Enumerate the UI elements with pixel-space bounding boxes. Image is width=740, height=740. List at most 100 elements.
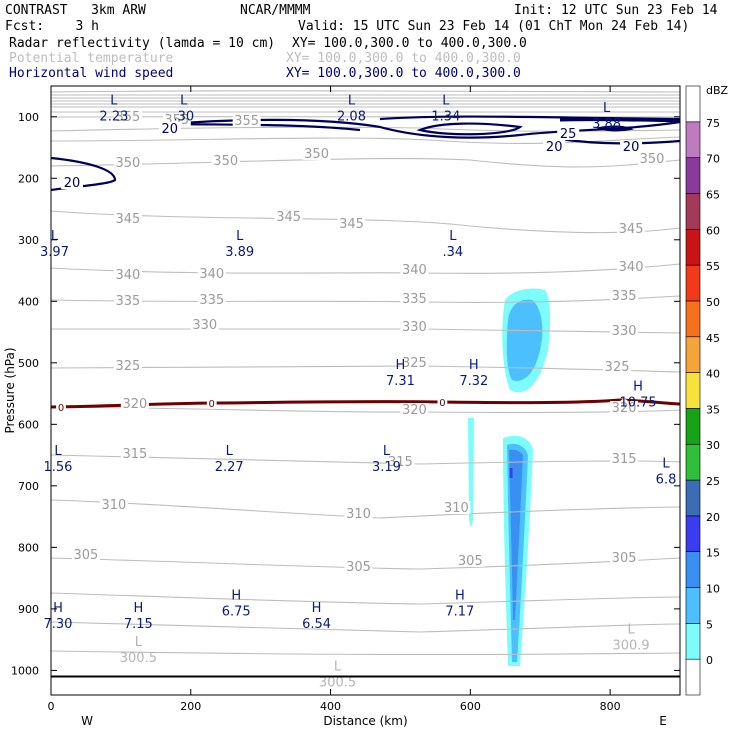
theta-label-bg (211, 154, 240, 167)
extremum-value: 3.97 (40, 245, 69, 260)
x-tick-label: 600 (460, 700, 481, 713)
theta-contour-line (50, 90, 681, 93)
west-label: W (81, 714, 93, 728)
theta-label-bg (190, 318, 219, 331)
extremum-value: 7.30 (44, 617, 73, 632)
field-theta-xy: XY= 100.0,300.0 to 400.0,300.0 (286, 51, 521, 66)
colorbar-swatch (685, 264, 701, 302)
theta-label-bg (610, 324, 639, 337)
x-tick-label: 0 (48, 700, 55, 713)
extremum-marker: L (135, 635, 143, 650)
x-tick-label: 200 (180, 700, 201, 713)
theta-contour-label: 345 (115, 212, 140, 227)
theta-contour-label: 315 (612, 452, 637, 467)
field-reflectivity: Radar reflectivity (lamda = 10 cm) (9, 36, 276, 51)
zero-isotherm-label: 0 (58, 403, 64, 414)
wind-label-bg (557, 127, 580, 140)
theta-contour-label: 340 (199, 267, 224, 282)
colorbar-swatch (685, 121, 701, 158)
theta-label-bg (344, 507, 373, 520)
header-model: CONTRAST 3km ARW (5, 3, 146, 18)
theta-contour-label: 310 (346, 507, 371, 522)
zero-label-bg (437, 396, 448, 408)
zero-isotherm-label: 0 (209, 399, 215, 410)
extremum-value: 2.08 (337, 109, 366, 124)
theta-contour-label: 350 (213, 154, 238, 169)
theta-contour-label: 305 (458, 554, 483, 569)
extremum-marker: L (54, 444, 62, 459)
colorbar-level-label: 25 (706, 475, 720, 488)
zero-label-bg (56, 401, 66, 413)
extremum-marker: H (633, 380, 643, 395)
echo-lower-20dbz (509, 468, 513, 478)
extremum-marker: H (455, 589, 465, 604)
extremum-value: 3.19 (372, 460, 401, 475)
theta-contour-label: 325 (115, 359, 140, 374)
extremum-value: 3.88 (592, 117, 621, 132)
colorbar-swatch (685, 408, 701, 445)
extremum-value: 300.5 (319, 675, 356, 690)
x-tick-label: 800 (600, 700, 621, 713)
theta-label-bg (344, 560, 373, 573)
theta-label-bg (610, 452, 639, 465)
extremum-value: 6.75 (222, 605, 251, 620)
extremum-value: 6.54 (302, 617, 331, 632)
extremum-marker: H (312, 601, 322, 616)
theta-label-bg (113, 359, 142, 372)
extremum-value: 3.89 (225, 245, 254, 260)
theta-label-bg (400, 292, 429, 305)
y-tick-label: 900 (18, 603, 39, 616)
theta-label-bg (120, 447, 149, 460)
colorbar-swatch (685, 336, 701, 373)
colorbar-swatch (685, 623, 701, 660)
theta-contour-label: 345 (339, 217, 364, 232)
theta-label-bg (400, 356, 429, 369)
header-valid: Valid: 15 UTC Sun 23 Feb 14 (01 ChT Mon … (298, 19, 690, 34)
theta-contour-label: 315 (388, 455, 413, 470)
theta-contour-line (50, 136, 681, 145)
extremum-marker: H (469, 358, 479, 373)
colorbar-level-label: 40 (706, 368, 720, 381)
extremum-value: 300.5 (120, 651, 157, 666)
theta-contour-label: 320 (122, 397, 147, 412)
wind-contour-label: 20 (546, 140, 563, 155)
colorbar-level-label: 0 (706, 654, 713, 667)
theta-contour-label: 320 (612, 401, 637, 416)
extremum-marker: L (627, 622, 635, 637)
y-tick-label: 100 (18, 111, 39, 124)
y-tick-label: 200 (18, 172, 39, 185)
wind-contour-label: 20 (623, 140, 640, 155)
theta-label-bg (610, 401, 639, 414)
wind-contour-line (169, 122, 361, 132)
plot-frame (50, 85, 681, 696)
theta-label-bg (400, 403, 429, 416)
y-tick-label: 400 (18, 295, 39, 308)
colorbar-swatch (685, 443, 701, 481)
theta-contour-label: 330 (402, 320, 427, 335)
y-tick-label: 600 (18, 418, 39, 431)
extremum-value: 6.8 (656, 472, 677, 487)
theta-contour-line (50, 621, 681, 633)
theta-label-bg (603, 360, 632, 373)
extremum-value: 7.15 (124, 617, 153, 632)
theta-contour-label: 355 (115, 110, 140, 125)
theta-label-bg (113, 268, 142, 281)
extremum-value: 1.34 (431, 109, 460, 124)
extremum-value: 2.23 (99, 109, 128, 124)
theta-contour-label: 335 (612, 289, 637, 304)
plot-area (51, 86, 680, 695)
extremum-marker: L (51, 229, 59, 244)
wind-label-bg (158, 122, 181, 135)
colorbar-level-label: 50 (706, 296, 720, 309)
y-axis-label: Pressure (hPa) (3, 347, 17, 433)
extremum-value: 2.27 (215, 460, 244, 475)
extremum-value: 7.17 (445, 605, 474, 620)
theta-label-bg (71, 548, 100, 561)
theta-label-bg (274, 210, 303, 223)
wind-contour-line (595, 125, 634, 132)
theta-label-bg (638, 152, 667, 165)
zero-isotherm-label: 0 (439, 398, 445, 409)
extremum-marker: H (53, 601, 63, 616)
colorbar-swatch (685, 479, 701, 517)
theta-contour-label: 340 (402, 263, 427, 278)
